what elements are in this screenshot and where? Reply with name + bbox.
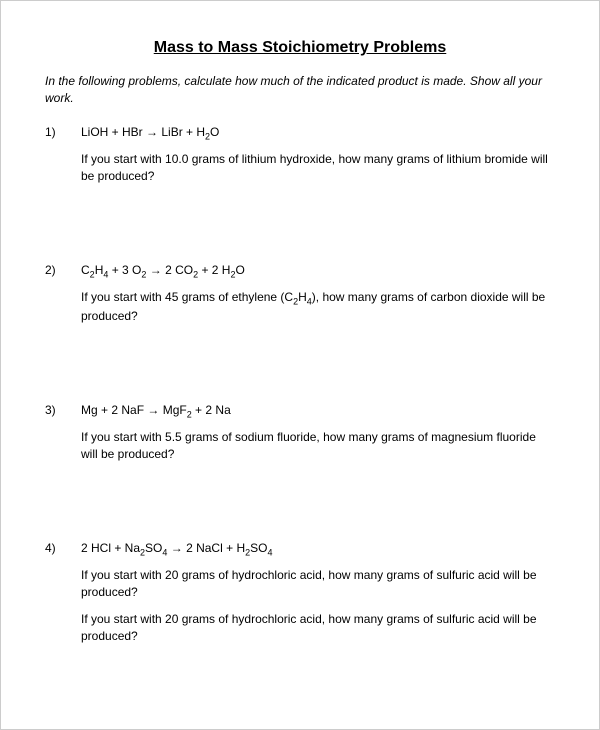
problem-number: 3) [45, 403, 81, 419]
equation-text: C2H4 + 3 O2 → 2 CO2 + 2 H2O [81, 263, 555, 279]
problem-3: 3)Mg + 2 NaF → MgF2 + 2 Na If you start w… [45, 403, 555, 463]
problem-header: 2)C2H4 + 3 O2 → 2 CO2 + 2 H2O [45, 263, 555, 279]
problem-header: 3)Mg + 2 NaF → MgF2 + 2 Na [45, 403, 555, 419]
problem-1: 1)LiOH + HBr → LiBr + H2O If you start wi… [45, 125, 555, 185]
question-text: If you start with 20 grams of hydrochlor… [81, 567, 555, 601]
instructions-text: In the following problems, calculate how… [45, 73, 555, 107]
problem-number: 1) [45, 125, 81, 141]
problem-number: 4) [45, 541, 81, 557]
problem-header: 4)2 HCl + Na2SO4 → 2 NaCl + H2SO4 [45, 541, 555, 557]
question-text: If you start with 45 grams of ethylene (… [81, 289, 555, 325]
equation-text: LiOH + HBr → LiBr + H2O [81, 125, 555, 141]
page-title: Mass to Mass Stoichiometry Problems [45, 39, 555, 57]
question-text: If you start with 10.0 grams of lithium … [81, 151, 555, 185]
problem-2: 2)C2H4 + 3 O2 → 2 CO2 + 2 H2O If you star… [45, 263, 555, 325]
problem-header: 1)LiOH + HBr → LiBr + H2O [45, 125, 555, 141]
question-text: If you start with 5.5 grams of sodium fl… [81, 429, 555, 463]
problem-4: 4)2 HCl + Na2SO4 → 2 NaCl + H2SO4 If you … [45, 541, 555, 645]
problems-container: 1)LiOH + HBr → LiBr + H2O If you start wi… [45, 125, 555, 645]
question-text: If you start with 20 grams of hydrochlor… [81, 611, 555, 645]
equation-text: 2 HCl + Na2SO4 → 2 NaCl + H2SO4 [81, 541, 555, 557]
problem-number: 2) [45, 263, 81, 279]
equation-text: Mg + 2 NaF → MgF2 + 2 Na [81, 403, 555, 419]
